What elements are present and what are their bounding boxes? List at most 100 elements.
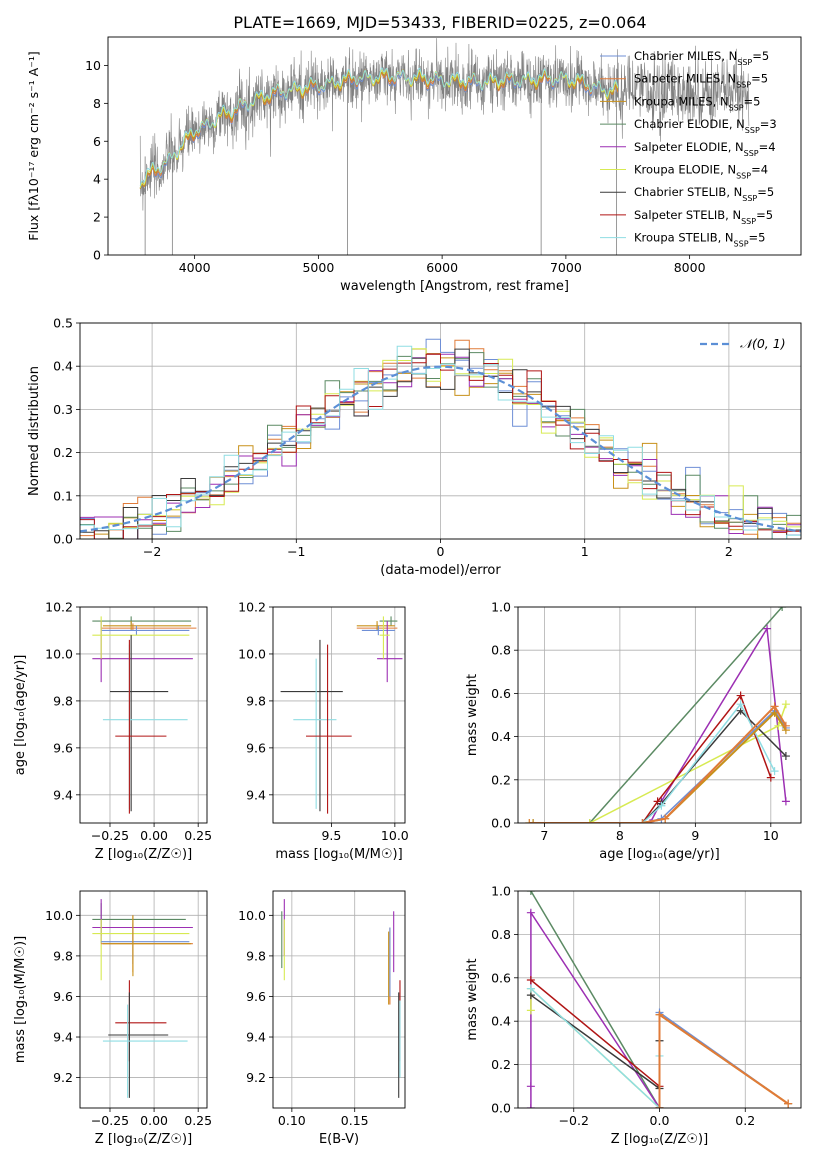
y-tick-label: 9.6 bbox=[53, 989, 73, 1004]
y-tick-label: 10.0 bbox=[45, 908, 73, 923]
y-tick-label: 0.8 bbox=[491, 927, 511, 942]
y-tick-label: 0.2 bbox=[491, 1057, 511, 1072]
weight-marker bbox=[525, 819, 534, 823]
weight-marker bbox=[763, 624, 772, 633]
mass-weight-vs-age-marks bbox=[525, 607, 790, 823]
age-vs-mass-marks bbox=[280, 616, 403, 814]
y-tick-label: 9.6 bbox=[246, 740, 266, 755]
y-tick-label: 9.4 bbox=[53, 787, 73, 802]
axes-frame bbox=[272, 890, 406, 1109]
legend-label: Salpeter STELIB, NSSP=5 bbox=[634, 208, 773, 226]
x-tick-label: 9.5 bbox=[321, 828, 341, 843]
weight-line-salpeter_miles bbox=[658, 1012, 789, 1108]
y-tick-label: 0.0 bbox=[53, 532, 73, 547]
weight-marker bbox=[526, 984, 535, 993]
x-tick-label: 2 bbox=[725, 544, 733, 559]
weight-marker bbox=[526, 908, 535, 917]
legend-label: Salpeter MILES, NSSP=5 bbox=[634, 72, 768, 90]
axes-frame bbox=[517, 606, 802, 824]
y-tick-label: 0.0 bbox=[491, 816, 511, 831]
y-tick-label: 9.2 bbox=[53, 1070, 73, 1085]
weight-marker bbox=[781, 700, 790, 709]
y-axis-label: mass [log₁₀(M/M☉)] bbox=[13, 936, 28, 1063]
weight-marker bbox=[781, 752, 790, 761]
mass-weight-vs-Z-marks bbox=[526, 891, 793, 1108]
residuals-marks bbox=[80, 338, 801, 539]
y-tick-label: 0.1 bbox=[53, 488, 73, 503]
figure-title: PLATE=1669, MJD=53433, FIBERID=0225, z=0… bbox=[233, 13, 646, 32]
age-vs-Z-marks bbox=[92, 616, 197, 814]
spectrum-axes: 4000 5000 6000 7000 8000 0 2 4 6 8 10 wavelength [A… bbox=[26, 36, 802, 294]
y-tick-label: 9.4 bbox=[53, 1030, 73, 1045]
y-tick-label: 0.2 bbox=[53, 445, 73, 460]
weight-marker bbox=[784, 1099, 793, 1108]
x-axis-label: Z [log₁₀(Z/Z☉)] bbox=[95, 847, 192, 862]
y-tick-label: 9.4 bbox=[246, 1030, 266, 1045]
y-tick-label: 0.4 bbox=[491, 729, 511, 744]
y-tick-label: 1.0 bbox=[491, 884, 511, 899]
weight-marker bbox=[770, 767, 779, 776]
y-tick-label: 9.8 bbox=[53, 948, 73, 963]
legend-label: 𝒩(0, 1) bbox=[740, 336, 786, 351]
weight-line-salpeter_stelib bbox=[641, 694, 772, 823]
weight-marker bbox=[646, 819, 655, 823]
y-tick-label: 0.8 bbox=[491, 643, 511, 658]
x-tick-label: 8 bbox=[616, 828, 624, 843]
weight-marker bbox=[736, 691, 745, 700]
axes-frame bbox=[79, 606, 208, 824]
mass-weight-vs-Z-axes: −0.2 0.0 0.2 0.0 0.2 0.4 0.6 0.8 1.0 Z [log₁₀(Z/Z… bbox=[465, 884, 802, 1147]
mass-vs-Z-marks bbox=[92, 899, 193, 1098]
y-tick-label: 4 bbox=[93, 172, 101, 187]
weight-marker bbox=[778, 607, 787, 611]
weight-line-chabrier_elodie bbox=[530, 891, 661, 1108]
y-axis-label: Normed distribution bbox=[27, 366, 42, 496]
model-spectrum-salpeter_miles bbox=[139, 69, 619, 189]
y-tick-label: 0.0 bbox=[491, 1101, 511, 1116]
axes-frame bbox=[79, 890, 208, 1109]
y-tick-label: 0.6 bbox=[491, 970, 511, 985]
x-tick-label: 0.25 bbox=[184, 828, 212, 843]
x-axis-label: Z [log₁₀(Z/Z☉)] bbox=[95, 1132, 192, 1147]
y-tick-label: 0.6 bbox=[491, 686, 511, 701]
legend: 𝒩(0, 1) bbox=[700, 336, 786, 351]
mass-weight-vs-age-axes: 7 8 9 10 0.0 0.2 0.4 0.6 0.8 1.0 age [log₁₀(age/yr… bbox=[465, 600, 802, 862]
y-tick-label: 9.8 bbox=[246, 693, 266, 708]
x-axis-label: mass [log₁₀(M/M☉)] bbox=[275, 847, 402, 862]
legend-label: Chabrier ELODIE, NSSP=3 bbox=[634, 117, 777, 135]
y-tick-label: 9.6 bbox=[53, 740, 73, 755]
x-axis-label: wavelength [Angstrom, rest frame] bbox=[340, 279, 569, 294]
x-tick-label: 0.00 bbox=[140, 828, 168, 843]
weight-marker bbox=[526, 891, 535, 895]
legend-label: Chabrier STELIB, NSSP=5 bbox=[634, 185, 774, 203]
weight-line-kroupa_stelib bbox=[641, 702, 776, 823]
weight-marker bbox=[655, 1010, 664, 1019]
axes-frame bbox=[79, 322, 802, 540]
weight-marker bbox=[526, 1082, 535, 1091]
y-tick-label: 0.3 bbox=[53, 402, 73, 417]
x-tick-label: 0.0 bbox=[650, 1113, 670, 1128]
weight-marker bbox=[526, 975, 535, 984]
weight-marker bbox=[774, 721, 783, 730]
weight-marker bbox=[655, 1104, 664, 1108]
age-vs-Z-axes: −0.25 0.00 0.25 9.4 9.6 9.8 10.0 10.2 Z [log₁₀(Z… bbox=[13, 600, 212, 863]
weight-marker bbox=[766, 773, 775, 782]
weight-marker bbox=[529, 819, 538, 823]
y-tick-label: 9.2 bbox=[246, 1070, 266, 1085]
x-tick-label: 10.0 bbox=[381, 828, 409, 843]
y-tick-label: 1.0 bbox=[491, 600, 511, 615]
y-tick-label: 9.6 bbox=[246, 989, 266, 1004]
y-axis-label: mass weight bbox=[465, 958, 480, 1040]
x-axis-label: E(B-V) bbox=[319, 1132, 359, 1147]
x-tick-label: 0.00 bbox=[140, 1113, 168, 1128]
x-tick-label: 0.25 bbox=[184, 1113, 212, 1128]
legend-label: Chabrier MILES, NSSP=5 bbox=[634, 49, 769, 67]
weight-marker bbox=[781, 721, 790, 730]
x-axis-label: (data-model)/error bbox=[380, 563, 501, 578]
x-tick-label: 8000 bbox=[674, 260, 706, 275]
y-tick-label: 10.2 bbox=[238, 600, 266, 615]
y-tick-label: 0 bbox=[93, 248, 101, 263]
x-tick-label: 6000 bbox=[426, 260, 458, 275]
axes-frame bbox=[517, 890, 802, 1109]
x-tick-label: 0.10 bbox=[278, 1113, 306, 1128]
model-spectrum-kroupa_elodie bbox=[139, 68, 619, 189]
